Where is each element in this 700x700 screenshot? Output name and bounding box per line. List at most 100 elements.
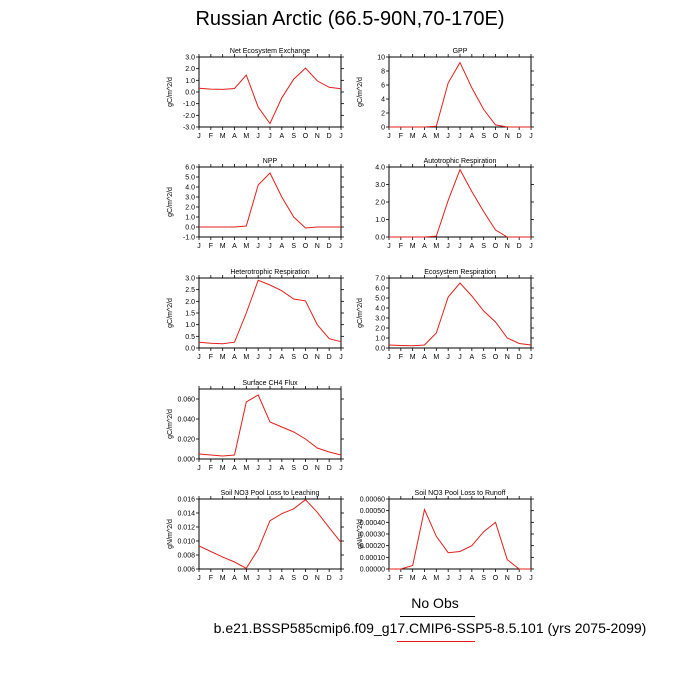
x-tick-label: J xyxy=(446,243,450,250)
plot-frame xyxy=(388,498,532,570)
x-tick-label: M xyxy=(220,354,226,361)
panel-title: Soil NO3 Pool Loss to Leaching xyxy=(221,490,320,497)
y-tick-label: 0.00060 xyxy=(360,497,385,504)
x-tick-label: O xyxy=(303,575,309,582)
y-tick-label: 5.0 xyxy=(375,296,385,303)
y-tick-label: 0.00010 xyxy=(360,555,385,562)
series-line xyxy=(389,507,531,570)
legend-model-run-line xyxy=(397,641,475,642)
x-tick-label: A xyxy=(232,465,237,472)
x-tick-label: J xyxy=(256,575,260,582)
x-tick-label: M xyxy=(433,575,439,582)
y-tick-label: 0.0 xyxy=(185,346,195,353)
x-tick-label: A xyxy=(469,354,474,361)
y-tick-label: 3.0 xyxy=(185,55,195,62)
y-tick-label: 10 xyxy=(377,55,385,62)
x-tick-label: J xyxy=(256,133,260,140)
panel-title: Surface CH4 Flux xyxy=(242,380,298,387)
series-line xyxy=(198,394,342,457)
x-tick-label: F xyxy=(209,575,213,582)
y-tick-label: 0.00040 xyxy=(360,520,385,527)
x-tick-label: J xyxy=(529,133,533,140)
y-tick-label: 6 xyxy=(381,83,385,90)
y-tick-label: 0.000 xyxy=(177,457,195,464)
x-tick-label: A xyxy=(232,575,237,582)
y-tick-label: 2.0 xyxy=(375,200,385,207)
x-tick-label: F xyxy=(399,243,403,250)
plot-frame xyxy=(388,166,532,238)
x-tick-label: J xyxy=(197,465,201,472)
x-tick-label: A xyxy=(279,354,284,361)
y-tick-label: 1.0 xyxy=(185,215,195,222)
x-tick-label: D xyxy=(517,575,522,582)
y-tick-label: 2 xyxy=(381,111,385,118)
y-axis-label: gC/m^2/d xyxy=(357,77,364,107)
x-tick-label: M xyxy=(410,243,416,250)
x-tick-label: J xyxy=(339,575,343,582)
x-tick-label: S xyxy=(291,575,296,582)
y-tick-label: 0.040 xyxy=(177,417,195,424)
x-tick-label: J xyxy=(458,243,462,250)
y-tick-label: 2.5 xyxy=(185,287,195,294)
x-tick-label: A xyxy=(422,575,427,582)
x-tick-label: J xyxy=(529,575,533,582)
panel-title: Autotrophic Respiration xyxy=(424,158,497,165)
x-tick-label: M xyxy=(220,465,226,472)
y-tick-label: 0.008 xyxy=(177,553,195,560)
x-tick-label: A xyxy=(279,465,284,472)
y-axis-label: gN/m^2/d xyxy=(357,519,364,549)
panel-title: Ecosystem Respiration xyxy=(424,269,496,276)
y-tick-label: 3.0 xyxy=(185,195,195,202)
x-tick-label: O xyxy=(303,354,309,361)
x-tick-label: M xyxy=(433,133,439,140)
x-tick-label: O xyxy=(303,243,309,250)
y-tick-label: 0.00020 xyxy=(360,543,385,550)
x-tick-label: F xyxy=(399,575,403,582)
y-tick-label: 1.0 xyxy=(185,322,195,329)
x-tick-label: J xyxy=(197,243,201,250)
x-tick-label: J xyxy=(197,133,201,140)
x-tick-label: J xyxy=(458,133,462,140)
x-tick-label: F xyxy=(209,465,213,472)
y-tick-label: 0.00000 xyxy=(360,567,385,574)
x-tick-label: M xyxy=(410,575,416,582)
y-tick-label: 3.0 xyxy=(375,182,385,189)
x-tick-label: F xyxy=(209,133,213,140)
x-tick-label: F xyxy=(399,354,403,361)
y-tick-label: 1.0 xyxy=(185,78,195,85)
x-tick-label: N xyxy=(505,243,510,250)
y-tick-label: 0.00050 xyxy=(360,508,385,515)
x-tick-label: A xyxy=(279,243,284,250)
chart-panel: Ecosystem Respiration 7.0 6.0 5.0 4.0 3.0 2.0 1… xyxy=(357,269,534,361)
series-line xyxy=(389,168,531,238)
x-tick-label: J xyxy=(339,133,343,140)
x-tick-label: A xyxy=(422,243,427,250)
x-tick-label: S xyxy=(481,243,486,250)
x-tick-label: A xyxy=(279,133,284,140)
x-tick-label: J xyxy=(387,133,391,140)
x-tick-label: J xyxy=(268,465,272,472)
x-tick-label: A xyxy=(469,133,474,140)
x-tick-label: N xyxy=(505,133,510,140)
series-line xyxy=(389,61,531,128)
y-tick-label: 2.0 xyxy=(185,205,195,212)
legend-no-obs-label: No Obs xyxy=(411,595,459,611)
y-tick-label: 0.016 xyxy=(177,497,195,504)
x-tick-label: J xyxy=(458,354,462,361)
x-tick-label: M xyxy=(243,575,249,582)
y-tick-label: 0.0 xyxy=(185,90,195,97)
x-tick-label: S xyxy=(481,133,486,140)
y-tick-label: -3.0 xyxy=(183,125,195,132)
x-tick-label: M xyxy=(243,354,249,361)
x-tick-label: J xyxy=(446,133,450,140)
x-tick-label: A xyxy=(422,354,427,361)
y-tick-label: 3.0 xyxy=(375,316,385,323)
x-tick-label: M xyxy=(433,354,439,361)
y-tick-label: -1.0 xyxy=(183,235,195,242)
y-tick-label: 8 xyxy=(381,69,385,76)
chart-panel: Surface CH4 Flux 0.060 0.040 0.020 0.000 gC/m… xyxy=(167,380,344,472)
x-tick-label: A xyxy=(232,133,237,140)
x-tick-label: D xyxy=(327,354,332,361)
panel-title: Heterotrophic Respiration xyxy=(230,269,309,276)
